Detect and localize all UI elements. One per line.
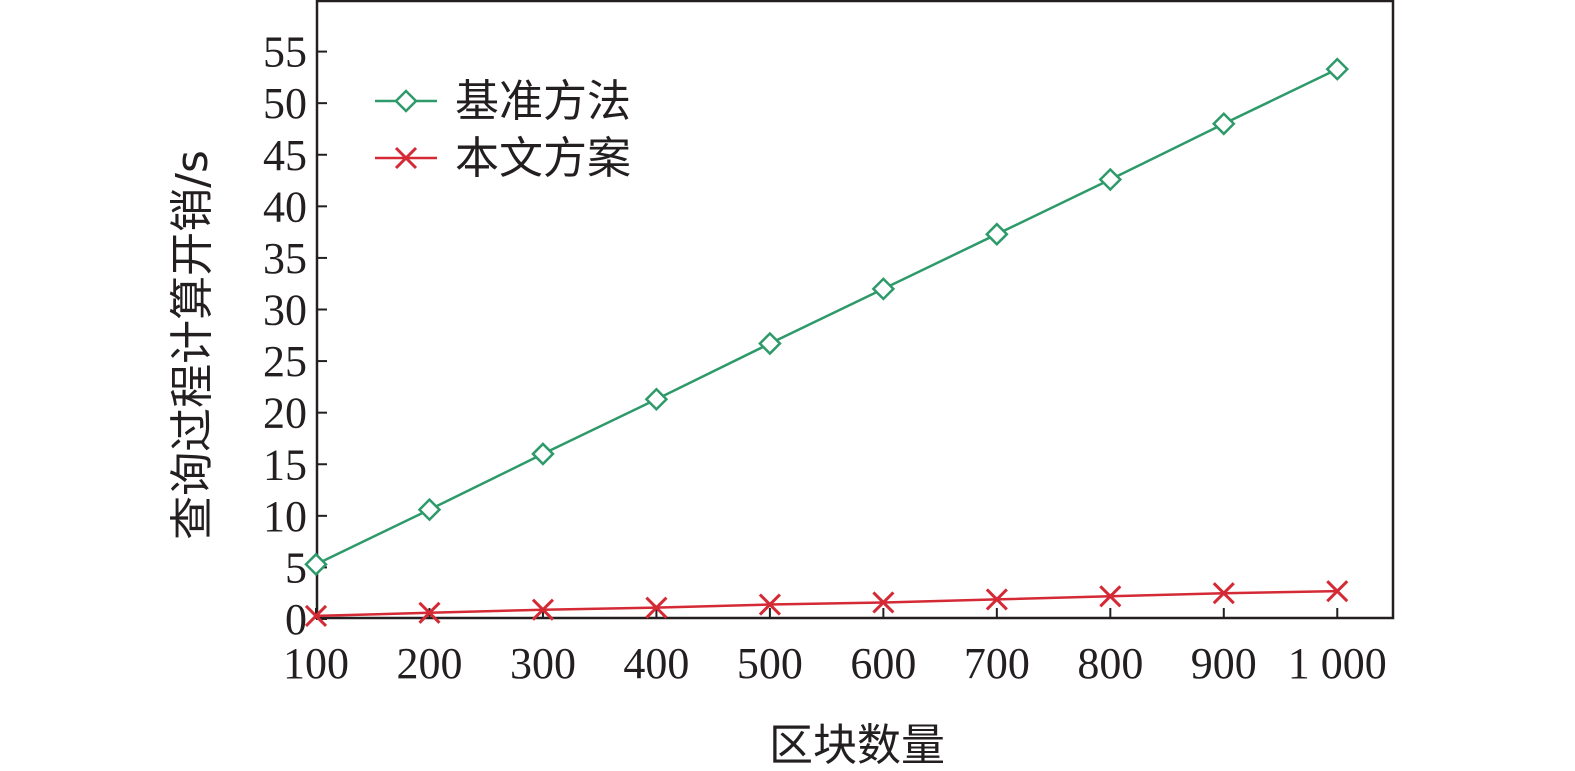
data-point bbox=[985, 222, 1009, 246]
y-tick-label: 40 bbox=[263, 182, 307, 231]
data-point bbox=[985, 588, 1008, 611]
x-tick-label: 300 bbox=[510, 639, 576, 688]
data-point bbox=[871, 277, 896, 301]
x-tick-label: 1 000 bbox=[1288, 639, 1387, 688]
data-point bbox=[304, 604, 328, 627]
y-tick-label: 35 bbox=[263, 234, 307, 283]
marker-stroke bbox=[418, 601, 441, 624]
series-2 bbox=[304, 580, 1349, 627]
data-point bbox=[531, 442, 555, 466]
legend-marker bbox=[394, 146, 418, 170]
data-point bbox=[1098, 167, 1123, 192]
data-point bbox=[644, 387, 669, 412]
y-tick-label: 0 bbox=[285, 595, 307, 644]
series-1 bbox=[304, 57, 1350, 577]
data-point bbox=[304, 552, 328, 577]
data-point bbox=[1326, 580, 1349, 603]
x-tick-label: 600 bbox=[850, 639, 916, 688]
x-tick-label: 900 bbox=[1191, 639, 1257, 688]
series-layer bbox=[304, 57, 1350, 627]
data-point bbox=[417, 497, 442, 522]
data-point bbox=[645, 596, 668, 619]
x-tick-label: 800 bbox=[1077, 639, 1143, 688]
y-tick-label: 45 bbox=[263, 131, 307, 180]
legend-label: 本文方案 bbox=[455, 133, 631, 184]
series-line bbox=[315, 67, 1338, 566]
x-tick-label: 400 bbox=[623, 639, 689, 688]
data-point bbox=[1212, 582, 1235, 605]
x-axis: 100 200 300 400 500 600 700 800 900 1 000 bbox=[283, 608, 1387, 688]
marker-stroke bbox=[645, 596, 668, 619]
y-tick-label: 55 bbox=[263, 28, 307, 77]
x-tick-label: 200 bbox=[396, 639, 462, 688]
y-tick-label: 15 bbox=[263, 440, 307, 489]
marker-stroke bbox=[758, 593, 781, 616]
marker-stroke bbox=[1326, 580, 1349, 603]
y-tick-label: 50 bbox=[263, 79, 307, 128]
x-tick-label: 700 bbox=[964, 639, 1030, 688]
data-point bbox=[758, 331, 782, 356]
legend-marker bbox=[394, 89, 418, 113]
data-point bbox=[418, 601, 441, 624]
y-tick-label: 20 bbox=[263, 389, 307, 438]
data-point bbox=[1212, 112, 1236, 136]
legend-entry: 基准方法 bbox=[375, 76, 631, 127]
marker-stroke bbox=[531, 598, 555, 621]
legend-label: 基准方法 bbox=[455, 76, 631, 127]
data-point bbox=[758, 593, 781, 616]
marker-stroke bbox=[872, 591, 895, 614]
series-line bbox=[315, 589, 1338, 618]
marker-stroke bbox=[394, 146, 418, 170]
y-tick-label: 25 bbox=[263, 337, 307, 386]
marker-stroke bbox=[1099, 585, 1122, 608]
marker-stroke bbox=[304, 604, 328, 627]
x-tick-label: 100 bbox=[283, 639, 349, 688]
data-point bbox=[1325, 57, 1350, 81]
data-point bbox=[1099, 585, 1122, 608]
x-tick-label: 500 bbox=[737, 639, 803, 688]
data-point bbox=[872, 591, 895, 614]
y-tick-label: 10 bbox=[263, 492, 307, 541]
data-point bbox=[531, 598, 555, 621]
x-axis-title: 区块数量 bbox=[769, 720, 945, 771]
marker-stroke bbox=[985, 588, 1008, 611]
y-axis-title: 查询过程计算开销/s bbox=[167, 150, 218, 540]
legend-entry: 本文方案 bbox=[375, 133, 631, 184]
marker-stroke bbox=[1212, 582, 1235, 605]
y-tick-label: 5 bbox=[285, 543, 307, 592]
y-tick-label: 30 bbox=[263, 286, 307, 335]
